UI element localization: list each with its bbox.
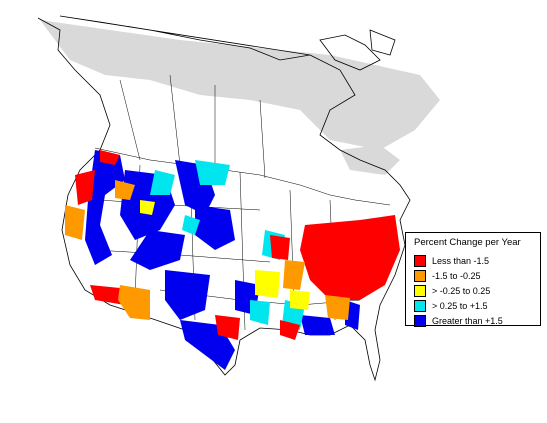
- legend-swatch: [414, 314, 426, 327]
- map-legend: Percent Change per Year Less than -1.5 -…: [405, 232, 541, 328]
- legend-label: > 0.25 to +1.5: [432, 300, 488, 311]
- legend-item: Greater than +1.5: [414, 313, 536, 328]
- legend-label: Greater than +1.5: [432, 315, 503, 326]
- legend-item: -1.5 to -0.25: [414, 268, 536, 283]
- legend-item: > -0.25 to 0.25: [414, 283, 536, 298]
- legend-swatch: [414, 299, 426, 312]
- legend-label: > -0.25 to 0.25: [432, 285, 491, 296]
- legend-label: Less than -1.5: [432, 255, 490, 266]
- legend-swatch: [414, 269, 426, 282]
- legend-label: -1.5 to -0.25: [432, 270, 481, 281]
- legend-title: Percent Change per Year: [414, 237, 521, 248]
- legend-item: Less than -1.5: [414, 253, 536, 268]
- legend-item: > 0.25 to +1.5: [414, 298, 536, 313]
- trend-patches: [65, 150, 400, 370]
- no-data-regions: [40, 20, 440, 175]
- legend-swatch: [414, 284, 426, 297]
- legend-swatch: [414, 254, 426, 267]
